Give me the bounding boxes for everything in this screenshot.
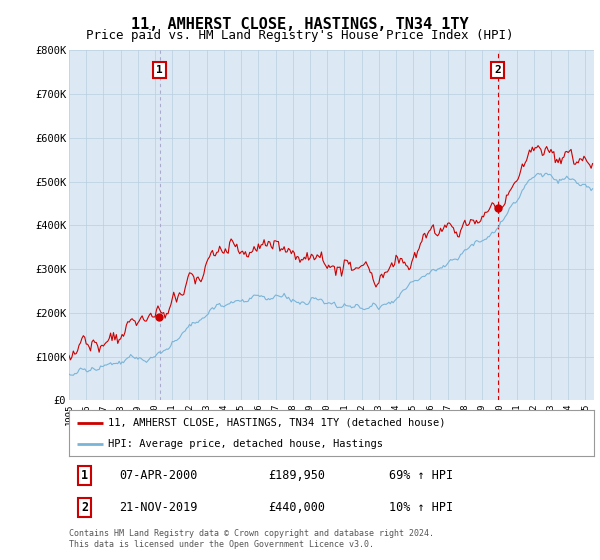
Text: 1: 1 <box>157 65 163 75</box>
Text: 2: 2 <box>81 501 88 514</box>
Text: 07-APR-2000: 07-APR-2000 <box>119 469 197 482</box>
Text: Price paid vs. HM Land Registry's House Price Index (HPI): Price paid vs. HM Land Registry's House … <box>86 29 514 42</box>
Text: £189,950: £189,950 <box>269 469 325 482</box>
Text: 11, AMHERST CLOSE, HASTINGS, TN34 1TY (detached house): 11, AMHERST CLOSE, HASTINGS, TN34 1TY (d… <box>109 418 446 428</box>
Text: 11, AMHERST CLOSE, HASTINGS, TN34 1TY: 11, AMHERST CLOSE, HASTINGS, TN34 1TY <box>131 17 469 32</box>
Text: £440,000: £440,000 <box>269 501 325 514</box>
Text: Contains HM Land Registry data © Crown copyright and database right 2024.
This d: Contains HM Land Registry data © Crown c… <box>69 529 434 549</box>
Text: 21-NOV-2019: 21-NOV-2019 <box>119 501 197 514</box>
Text: HPI: Average price, detached house, Hastings: HPI: Average price, detached house, Hast… <box>109 439 383 449</box>
Text: 1: 1 <box>81 469 88 482</box>
Text: 10% ↑ HPI: 10% ↑ HPI <box>389 501 454 514</box>
Text: 69% ↑ HPI: 69% ↑ HPI <box>389 469 454 482</box>
Text: 2: 2 <box>494 65 501 75</box>
